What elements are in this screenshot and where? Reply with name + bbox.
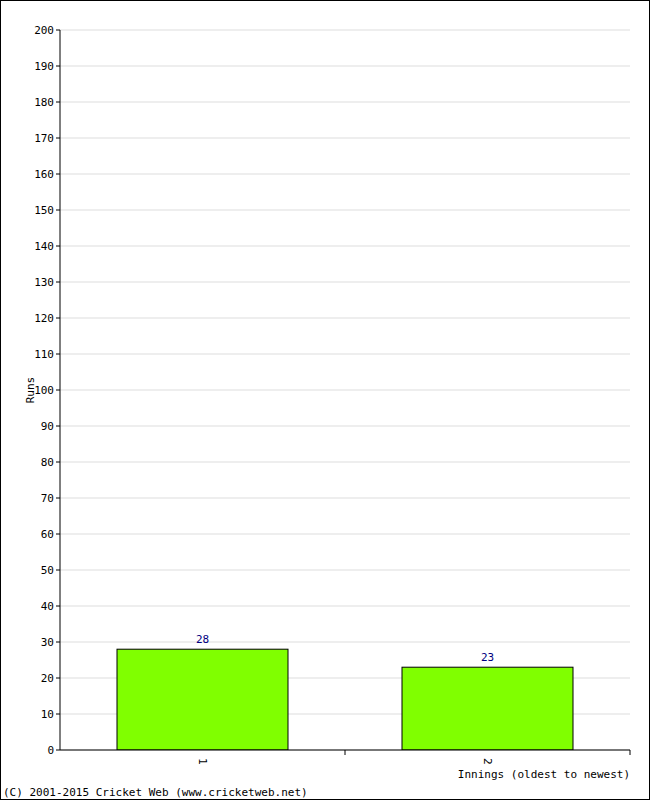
data-label: 28 — [196, 633, 209, 646]
x-tick-label: 2 — [481, 758, 494, 765]
y-tick — [56, 282, 60, 283]
y-tick-label: 60 — [41, 528, 54, 541]
y-tick — [56, 246, 60, 247]
y-tick — [56, 102, 60, 103]
bar — [117, 649, 288, 750]
grid-line — [60, 390, 630, 391]
y-tick-label: 10 — [41, 708, 54, 721]
y-axis-label: Runs — [24, 377, 37, 404]
x-tick — [345, 750, 346, 755]
grid-line — [60, 354, 630, 355]
y-tick — [56, 498, 60, 499]
y-tick-label: 90 — [41, 420, 54, 433]
grid-line — [60, 102, 630, 103]
y-tick-label: 40 — [41, 600, 54, 613]
y-tick — [56, 390, 60, 391]
y-tick-label: 30 — [41, 636, 54, 649]
x-axis-label: Innings (oldest to newest) — [458, 768, 630, 781]
y-tick — [56, 642, 60, 643]
y-tick — [56, 138, 60, 139]
grid-line — [60, 642, 630, 643]
grid-line — [60, 246, 630, 247]
bars — [117, 649, 573, 750]
y-tick — [56, 678, 60, 679]
y-tick-label: 0 — [47, 744, 54, 757]
y-tick — [56, 426, 60, 427]
y-tick-label: 80 — [41, 456, 54, 469]
y-tick — [56, 750, 60, 751]
grid-line — [60, 174, 630, 175]
y-tick-label: 130 — [34, 276, 54, 289]
y-tick — [56, 462, 60, 463]
bar — [402, 667, 573, 750]
grid-line — [60, 750, 630, 751]
y-tick-label: 100 — [34, 384, 54, 397]
grid-line — [60, 282, 630, 283]
y-tick — [56, 66, 60, 67]
y-tick — [56, 318, 60, 319]
y-tick — [56, 30, 60, 31]
y-tick-label: 50 — [41, 564, 54, 577]
grid-line — [60, 462, 630, 463]
grid-line — [60, 498, 630, 499]
grid-line — [60, 534, 630, 535]
y-tick — [56, 606, 60, 607]
y-tick — [56, 210, 60, 211]
x-tick-label: 1 — [196, 758, 209, 765]
y-tick-label: 20 — [41, 672, 54, 685]
y-tick-label: 180 — [34, 96, 54, 109]
y-tick — [56, 354, 60, 355]
grid-line — [60, 426, 630, 427]
y-tick-label: 170 — [34, 132, 54, 145]
y-tick — [56, 570, 60, 571]
chart: 0 10 20 30 40 50 60 70 80 90 100 110 120 130 140 150 160… — [0, 0, 650, 800]
grid-line — [60, 570, 630, 571]
x-tick — [630, 750, 631, 755]
y-tick-label: 110 — [34, 348, 54, 361]
y-tick-label: 140 — [34, 240, 54, 253]
y-tick-label: 160 — [34, 168, 54, 181]
y-tick — [56, 174, 60, 175]
y-tick-label: 150 — [34, 204, 54, 217]
grid-line — [60, 30, 630, 31]
page: {"chart_data": {"type": "bar", "categori… — [0, 0, 650, 800]
grid-line — [60, 138, 630, 139]
x-axis — [60, 750, 630, 751]
copyright: (C) 2001-2015 Cricket Web (www.cricketwe… — [3, 786, 308, 799]
data-label: 23 — [481, 651, 494, 664]
grid-line — [60, 606, 630, 607]
y-tick — [56, 714, 60, 715]
y-tick-label: 200 — [34, 24, 54, 37]
y-tick-label: 120 — [34, 312, 54, 325]
y-axis — [60, 30, 61, 750]
y-tick — [56, 534, 60, 535]
grid-line — [60, 318, 630, 319]
y-tick-label: 70 — [41, 492, 54, 505]
y-tick-label: 190 — [34, 60, 54, 73]
background — [1, 1, 650, 800]
grid-line — [60, 66, 630, 67]
grid-line — [60, 210, 630, 211]
